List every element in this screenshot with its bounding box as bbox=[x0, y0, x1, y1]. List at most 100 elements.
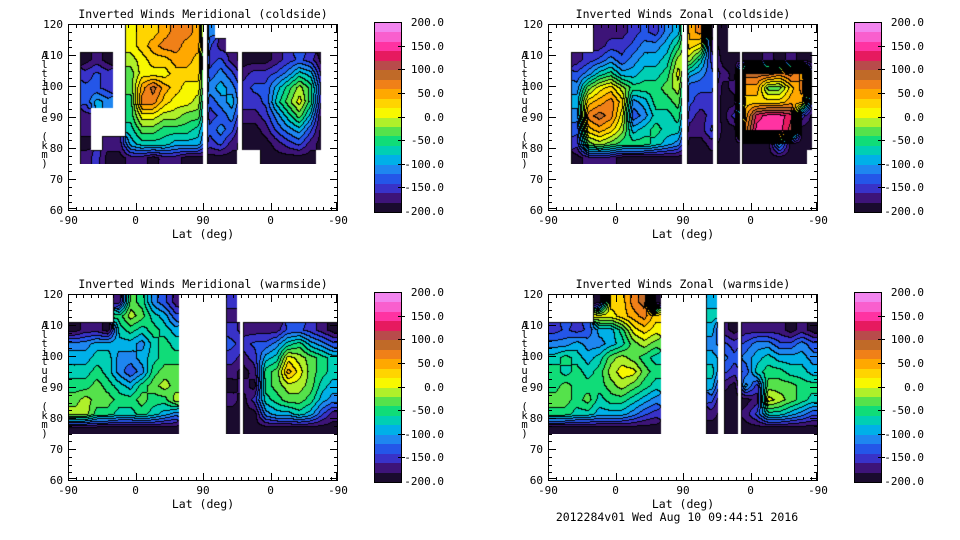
y-minor-tick bbox=[549, 140, 552, 142]
y-minor-tick bbox=[549, 47, 552, 49]
y-major-tick bbox=[330, 478, 337, 479]
x-minor-tick bbox=[773, 207, 774, 210]
x-minor-tick bbox=[713, 477, 714, 480]
x-minor-tick bbox=[195, 477, 197, 480]
x-tick-label: 0 bbox=[267, 484, 274, 497]
y-tick-label: 120 bbox=[523, 288, 543, 301]
y-minor-tick bbox=[549, 317, 552, 319]
x-minor-tick bbox=[105, 477, 107, 480]
y-minor-tick bbox=[334, 379, 337, 381]
x-minor-tick bbox=[98, 25, 99, 28]
x-minor-tick bbox=[293, 477, 294, 480]
x-minor-tick bbox=[143, 295, 144, 298]
contour-field-canvas bbox=[548, 294, 818, 434]
y-minor-tick bbox=[69, 39, 72, 41]
y-minor-tick bbox=[549, 410, 552, 412]
x-minor-tick bbox=[653, 207, 654, 210]
x-minor-tick bbox=[120, 25, 122, 28]
x-minor-tick bbox=[233, 25, 234, 28]
y-minor-tick bbox=[814, 441, 817, 443]
colorbar-segment bbox=[855, 146, 881, 155]
y-major-tick bbox=[810, 148, 817, 149]
colorbar-tick bbox=[398, 362, 405, 364]
y-major-tick bbox=[810, 86, 817, 87]
x-minor-tick bbox=[113, 477, 114, 480]
x-minor-tick bbox=[728, 477, 729, 480]
x-minor-tick bbox=[660, 207, 662, 210]
x-minor-tick bbox=[743, 25, 744, 28]
y-minor-tick bbox=[814, 464, 817, 466]
x-minor-tick bbox=[90, 295, 92, 298]
y-minor-tick bbox=[69, 101, 72, 103]
x-minor-tick bbox=[735, 477, 737, 480]
y-minor-tick bbox=[69, 317, 72, 319]
colorbar-label: 100.0 bbox=[410, 63, 444, 77]
colorbar-segment bbox=[375, 331, 401, 340]
x-minor-tick bbox=[690, 477, 692, 480]
x-minor-tick bbox=[645, 295, 647, 298]
colorbar-segment bbox=[855, 70, 881, 80]
x-tick-label: 0 bbox=[747, 214, 754, 227]
x-tick-label: 90 bbox=[676, 484, 690, 497]
x-minor-tick bbox=[180, 25, 182, 28]
y-major-tick bbox=[810, 55, 817, 56]
y-minor-tick bbox=[814, 31, 817, 33]
x-minor-tick bbox=[803, 25, 804, 28]
x-minor-tick bbox=[675, 477, 677, 480]
x-minor-tick bbox=[705, 207, 707, 210]
x-minor-tick bbox=[315, 25, 317, 28]
y-minor-tick bbox=[814, 155, 817, 157]
colorbar-label: -200.0 bbox=[404, 475, 444, 488]
timestamp-caption: 2012284v01 Wed Aug 10 09:44:51 2016 bbox=[555, 510, 799, 524]
x-tick-label: 0 bbox=[747, 484, 754, 497]
x-minor-tick bbox=[83, 207, 84, 210]
x-minor-tick bbox=[113, 25, 114, 28]
x-major-tick bbox=[615, 25, 617, 32]
x-major-tick bbox=[683, 473, 684, 480]
x-minor-tick bbox=[240, 295, 242, 298]
x-minor-tick bbox=[795, 25, 797, 28]
y-minor-tick bbox=[814, 340, 817, 342]
y-minor-tick bbox=[69, 155, 72, 157]
x-minor-tick bbox=[638, 295, 639, 298]
x-minor-tick bbox=[675, 207, 677, 210]
y-minor-tick bbox=[549, 93, 552, 95]
colorbar-tick bbox=[878, 386, 885, 388]
y-minor-tick bbox=[549, 132, 552, 134]
y-minor-tick bbox=[69, 109, 72, 111]
y-minor-tick bbox=[69, 464, 72, 466]
x-major-tick bbox=[750, 473, 752, 480]
x-minor-tick bbox=[698, 295, 699, 298]
x-minor-tick bbox=[668, 295, 669, 298]
x-minor-tick bbox=[713, 25, 714, 28]
y-major-tick bbox=[549, 387, 556, 388]
y-tick-label: 70 bbox=[49, 173, 63, 186]
x-minor-tick bbox=[803, 207, 804, 210]
colorbar-label: -150.0 bbox=[404, 181, 444, 195]
y-major-tick bbox=[549, 117, 556, 118]
y-minor-tick bbox=[814, 140, 817, 142]
x-minor-tick bbox=[248, 477, 249, 480]
x-major-tick bbox=[336, 203, 337, 210]
y-minor-tick bbox=[69, 402, 72, 404]
y-tick-label: 60 bbox=[529, 204, 543, 217]
x-minor-tick bbox=[263, 207, 264, 210]
colorbar-segment bbox=[855, 388, 881, 397]
x-minor-tick bbox=[780, 295, 782, 298]
x-minor-tick bbox=[585, 25, 587, 28]
x-minor-tick bbox=[578, 207, 579, 210]
x-tick-label: -90 bbox=[58, 484, 78, 497]
colorbar-segment bbox=[375, 146, 401, 155]
y-tick-label: 90 bbox=[49, 111, 63, 124]
colorbar-segment bbox=[855, 425, 881, 435]
x-minor-tick bbox=[233, 207, 234, 210]
colorbar-segment bbox=[375, 454, 401, 463]
x-minor-tick bbox=[593, 207, 594, 210]
y-minor-tick bbox=[549, 171, 552, 173]
colorbar-tick bbox=[398, 457, 405, 459]
x-minor-tick bbox=[165, 477, 167, 480]
colorbar-label: 200.0 bbox=[890, 286, 924, 299]
y-major-tick bbox=[810, 478, 817, 479]
